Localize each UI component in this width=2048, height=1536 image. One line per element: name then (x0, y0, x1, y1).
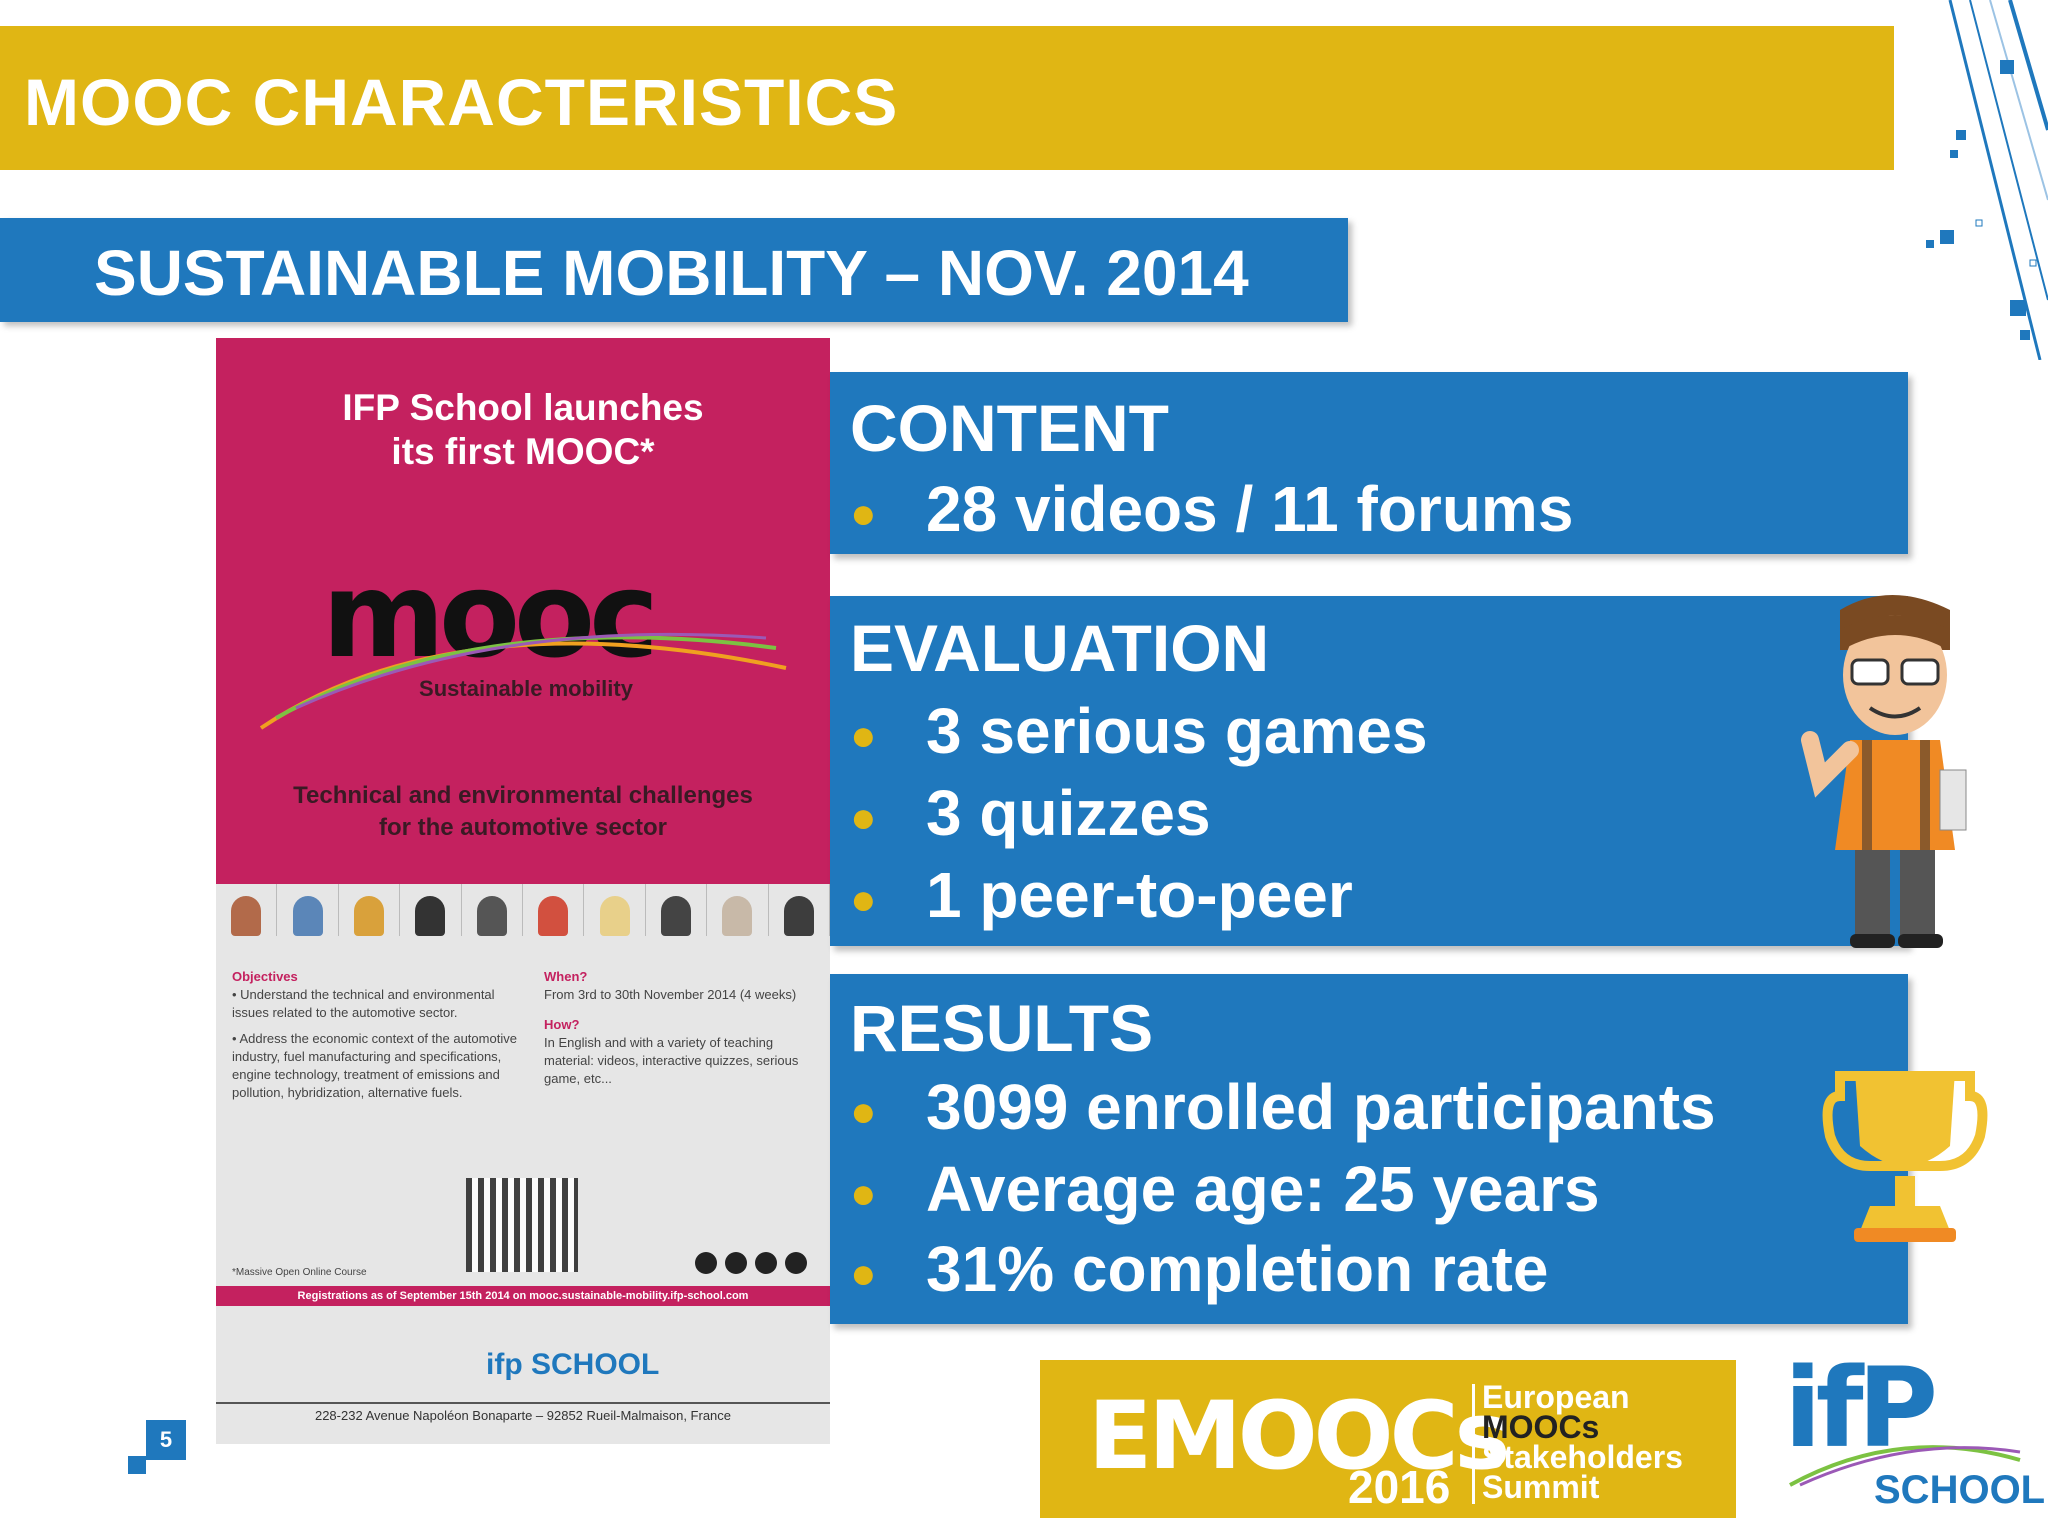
ifp-word: SCHOOL (1874, 1468, 2046, 1512)
poster-when-how: When? From 3rd to 30th November 2014 (4 … (544, 968, 819, 1088)
face-photo (216, 884, 278, 936)
when-text: From 3rd to 30th November 2014 (4 weeks) (544, 987, 797, 1002)
subtitle-bar: SUSTAINABLE MOBILITY – NOV. 2014 (0, 218, 1348, 322)
title-bar: MOOC CHARACTERISTICS (0, 26, 1894, 170)
emoocs-year: 2016 (1348, 1461, 1451, 1513)
evaluation-title: EVALUATION (850, 611, 1270, 685)
poster-footnote: *Massive Open Online Course (232, 1267, 367, 1278)
slide-subtitle: SUSTAINABLE MOBILITY – NOV. 2014 (94, 237, 1249, 309)
poster-challenges-2: for the automotive sector (378, 814, 668, 841)
decorative-pixel-pattern (1926, 0, 2048, 360)
content-title: CONTENT (850, 391, 1169, 465)
results-item: ● 31% completion rate (850, 1233, 1549, 1305)
results-item: ● Average age: 25 years (850, 1153, 1600, 1225)
emoocs-caption: European MOOCs Stakeholders Summit (1482, 1379, 1683, 1505)
slide-title: MOOC CHARACTERISTICS (24, 65, 899, 139)
page-number: 5 (146, 1420, 186, 1460)
ifp-school-logo: ifP SCHOOL (1780, 1344, 2045, 1520)
emoocs-line-3: Stakeholders (1482, 1439, 1683, 1475)
face-photo (707, 884, 769, 936)
trophy-icon (1822, 1071, 1988, 1242)
content-item: ● 28 videos / 11 forums (850, 473, 1574, 545)
poster-address: 228-232 Avenue Napoléon Bonaparte – 9285… (216, 1402, 830, 1423)
emoocs-brand: EMOOCs (1088, 1382, 1511, 1491)
mooc-poster: IFP School launches its first MOOC* mooc… (216, 338, 830, 1444)
social-icons (695, 1252, 807, 1274)
evaluation-item: ● 1 peer-to-peer (850, 859, 1353, 931)
student-thumbs-up-icon (1801, 595, 1967, 948)
evaluation-panel: EVALUATION ● 3 serious games ● 3 quizzes ●… (830, 596, 1908, 946)
emoocs-line-4: Summit (1482, 1469, 1600, 1505)
how-title: How? (544, 1017, 580, 1032)
poster-objectives: Objectives • Understand the technical an… (232, 968, 522, 1102)
poster-school-logo: ifp SCHOOL (486, 1348, 660, 1381)
results-item: ● 3099 enrolled participants (850, 1071, 1716, 1143)
face-photo (339, 884, 401, 936)
evaluation-item: ● 3 serious games (850, 695, 1428, 767)
poster-headline-2: its first MOOC* (391, 431, 655, 472)
evaluation-item: ● 3 quizzes (850, 777, 1211, 849)
poster-registration: Registrations as of September 15th 2014 … (216, 1286, 830, 1306)
how-text: In English and with a variety of teachin… (544, 1035, 799, 1086)
objectives-title: Objectives (232, 969, 298, 984)
participant-photos (216, 884, 830, 936)
results-panel: RESULTS ● 3099 enrolled participants ● Ave… (830, 974, 1908, 1324)
poster-challenges-1: Technical and environmental challenges (293, 782, 753, 809)
emoocs-line-1: European (1482, 1379, 1630, 1415)
results-title: RESULTS (850, 991, 1154, 1065)
objective-2: • Address the economic context of the au… (232, 1031, 517, 1100)
face-photo (769, 884, 830, 936)
face-photo (462, 884, 524, 936)
when-title: When? (544, 969, 588, 984)
swoosh-icon (1789, 1445, 2021, 1487)
objective-1: • Understand the technical and environme… (232, 987, 495, 1020)
poster-tagline: Sustainable mobility (419, 676, 633, 701)
content-panel: CONTENT ● 28 videos / 11 forums (830, 372, 1908, 554)
face-photo (584, 884, 646, 936)
face-photo (646, 884, 708, 936)
emoocs-logo: EMOOCs 2016 European MOOCs Stakeholders … (1040, 1360, 1736, 1518)
swoosh-icon (259, 632, 787, 730)
face-photo (400, 884, 462, 936)
emoocs-line-2: MOOCs (1482, 1409, 1600, 1445)
poster-headline-1: IFP School launches (342, 387, 704, 428)
mooc-logo: mooc (322, 546, 659, 684)
face-photo (523, 884, 585, 936)
qr-code (466, 1178, 578, 1272)
poster-header: IFP School launches its first MOOC* mooc… (216, 338, 830, 884)
face-photo (277, 884, 339, 936)
